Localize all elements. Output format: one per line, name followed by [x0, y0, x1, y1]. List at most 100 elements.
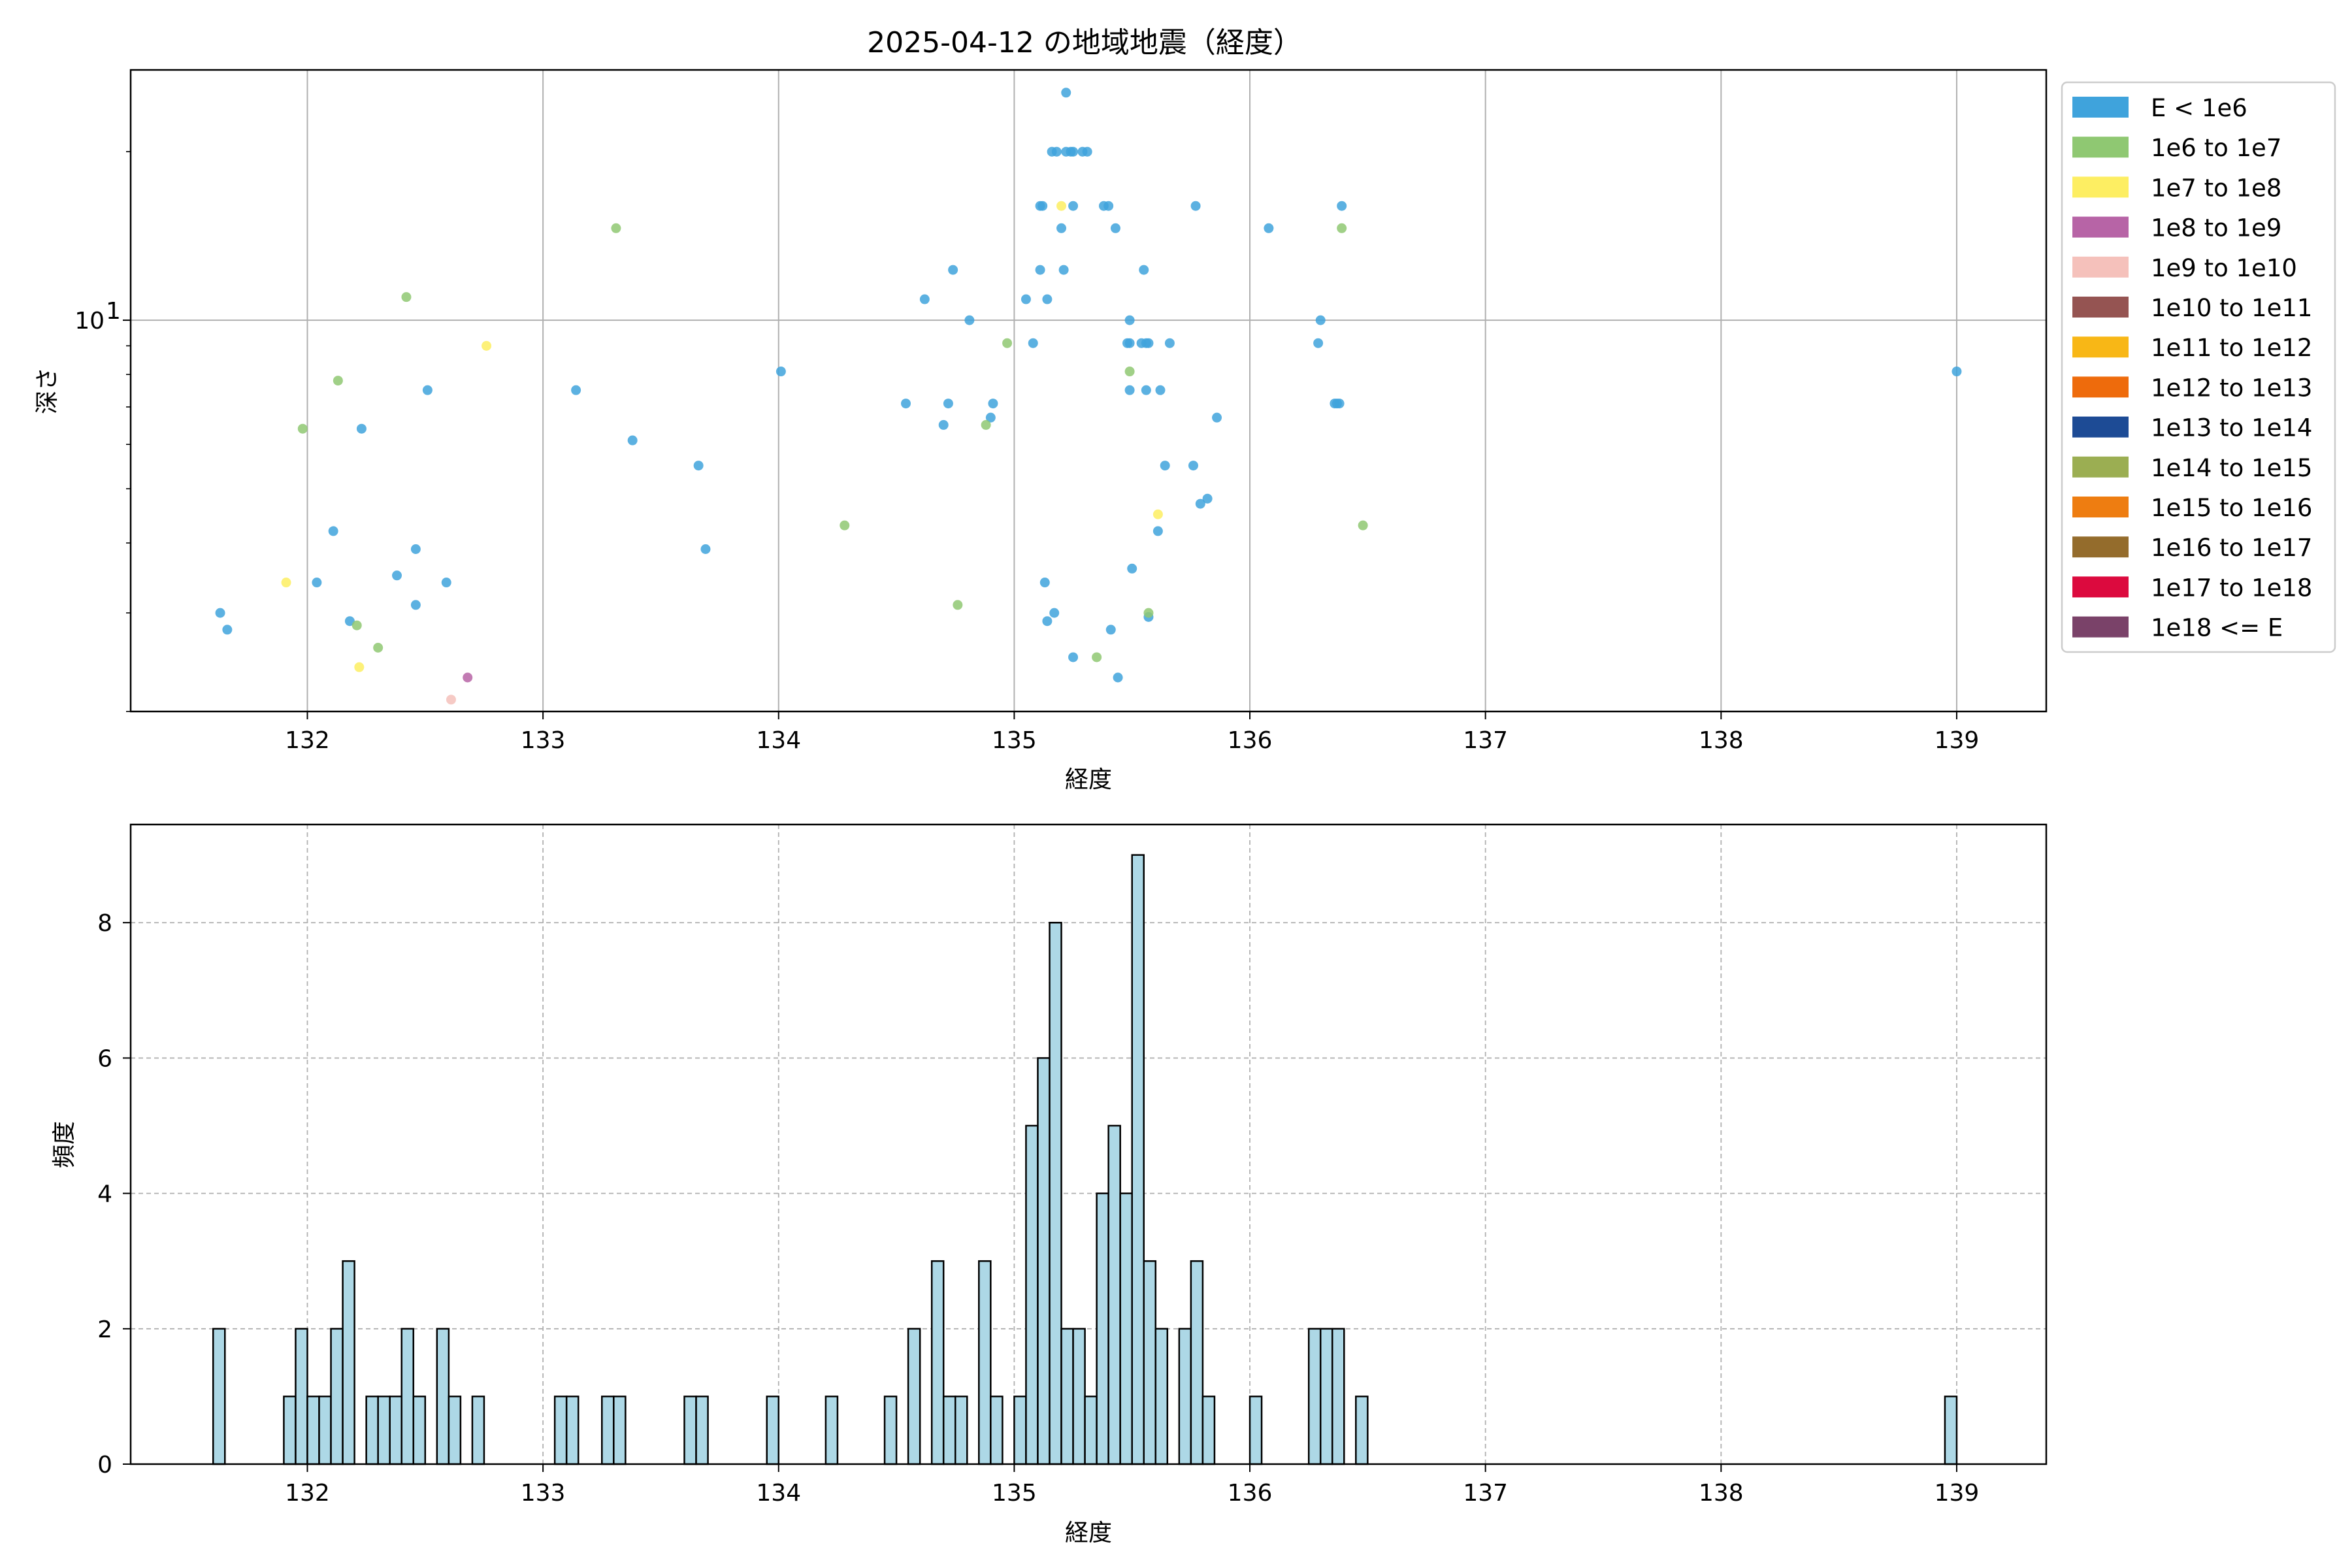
scatter-point: [1124, 338, 1135, 348]
histogram-bar: [306, 1396, 320, 1465]
legend-swatch: [2072, 256, 2129, 278]
legend-item-label: 1e16 to 1e17: [2151, 534, 2312, 562]
histogram-x-tick-label: 135: [992, 1480, 1037, 1507]
legend-item-label: 1e7 to 1e8: [2151, 174, 2281, 202]
scatter-point: [1164, 338, 1175, 348]
legend-swatch: [2072, 137, 2129, 158]
chart-title: 2025-04-12 の地域地震（経度）: [867, 26, 1302, 59]
scatter-point: [401, 292, 412, 302]
legend-item-label: 1e13 to 1e14: [2151, 414, 2312, 442]
scatter-point: [463, 672, 473, 683]
scatter-point: [776, 367, 786, 377]
histogram-bar: [412, 1396, 427, 1465]
histogram-x-axis-label: 経度: [1065, 1520, 1112, 1546]
scatter-x-tick-label: 132: [285, 727, 330, 754]
scatter-point: [1202, 493, 1213, 504]
scatter-point: [1056, 201, 1067, 211]
legend-box: [2061, 81, 2336, 653]
scatter-points: [215, 88, 1962, 705]
legend-item-label: 1e14 to 1e15: [2151, 454, 2312, 482]
scatter-point: [392, 570, 402, 581]
histogram-x-tick-label: 137: [1463, 1480, 1508, 1507]
scatter-x-tick-label: 134: [756, 727, 801, 754]
scatter-point: [1152, 526, 1163, 536]
scatter-point: [441, 578, 451, 588]
scatter-point: [281, 578, 291, 588]
histogram-bar: [389, 1396, 402, 1465]
histogram-bar: [1107, 1124, 1121, 1465]
scatter-point: [938, 419, 949, 430]
scatter-x-ticks: 132 133 134 135 136 137 138 139: [285, 711, 1979, 754]
histogram-y-axis-label: 頻度: [51, 1121, 78, 1168]
scatter-y-ticks: 10 1: [74, 151, 131, 712]
histogram-bar: [942, 1396, 956, 1465]
scatter-point: [943, 399, 953, 409]
scatter-point: [1021, 294, 1031, 304]
histogram-bar: [766, 1396, 780, 1465]
legend-item-label: 1e12 to 1e13: [2151, 374, 2312, 402]
histogram-bar: [883, 1396, 898, 1465]
histogram-y-tick-label: 2: [97, 1316, 112, 1343]
scatter-point: [901, 399, 911, 409]
scatter-point: [354, 662, 365, 672]
histogram-bar: [365, 1396, 379, 1465]
scatter-point: [1139, 265, 1149, 275]
scatter-point: [1337, 223, 1347, 233]
histogram-bar: [1143, 1260, 1157, 1465]
histogram-bar: [283, 1396, 297, 1465]
histogram-bar: [601, 1396, 615, 1465]
scatter-point: [1042, 294, 1053, 304]
legend-item-label: 1e17 to 1e18: [2151, 574, 2312, 602]
legend-swatch: [2072, 97, 2129, 118]
legend-item-label: 1e6 to 1e7: [2151, 134, 2281, 162]
histogram-plot-area: [131, 825, 2046, 1464]
legend-item-label: 1e18 <= E: [2151, 614, 2283, 642]
scatter-point: [1155, 385, 1166, 395]
legend-swatch: [2072, 497, 2129, 517]
legend-swatch: [2072, 616, 2129, 638]
legend-swatch: [2072, 416, 2129, 438]
histogram-bar: [695, 1396, 709, 1465]
scatter-point: [1313, 338, 1324, 348]
legend-swatch: [2072, 536, 2129, 558]
histogram-bar: [990, 1396, 1004, 1465]
scatter-x-axis-label: 経度: [1065, 766, 1112, 793]
histogram-x-tick-label: 134: [756, 1480, 801, 1507]
scatter-point: [297, 423, 308, 434]
scatter-point: [948, 265, 958, 275]
scatter-point: [1190, 201, 1201, 211]
scatter-point: [919, 294, 930, 304]
scatter-point: [1124, 367, 1135, 377]
histogram-y-ticks: 0 2 4 6 8: [97, 910, 131, 1478]
histogram-bar: [1944, 1396, 1958, 1465]
scatter-point: [410, 544, 421, 554]
histogram-bar: [436, 1328, 450, 1465]
histogram-y-tick-label: 8: [97, 910, 112, 937]
scatter-point: [1028, 338, 1038, 348]
histogram-bar: [954, 1396, 968, 1465]
scatter-point: [1002, 338, 1013, 348]
histogram-bar: [1331, 1328, 1345, 1465]
scatter-point: [1039, 578, 1050, 588]
histogram-bar: [1096, 1192, 1109, 1465]
histogram-y-tick-label: 6: [97, 1045, 112, 1072]
scatter-x-tick-label: 135: [992, 727, 1037, 754]
scatter-point: [1092, 652, 1102, 662]
scatter-point: [1264, 223, 1274, 233]
legend-item-label: 1e8 to 1e9: [2151, 214, 2281, 242]
histogram-bar: [1072, 1328, 1086, 1465]
histogram-bar: [212, 1328, 226, 1465]
scatter-point: [840, 520, 850, 531]
scatter-point: [1068, 652, 1079, 662]
scatter-point: [1337, 201, 1347, 211]
histogram-bar: [683, 1396, 697, 1465]
histogram-x-tick-label: 132: [285, 1480, 330, 1507]
scatter-point: [344, 616, 355, 627]
histogram-x-tick-label: 133: [521, 1480, 566, 1507]
scatter-point: [1058, 265, 1069, 275]
legend-swatch: [2072, 376, 2129, 398]
scatter-plot-area: [131, 70, 2046, 711]
histogram-bar: [1037, 1057, 1051, 1465]
scatter-point: [985, 412, 996, 423]
